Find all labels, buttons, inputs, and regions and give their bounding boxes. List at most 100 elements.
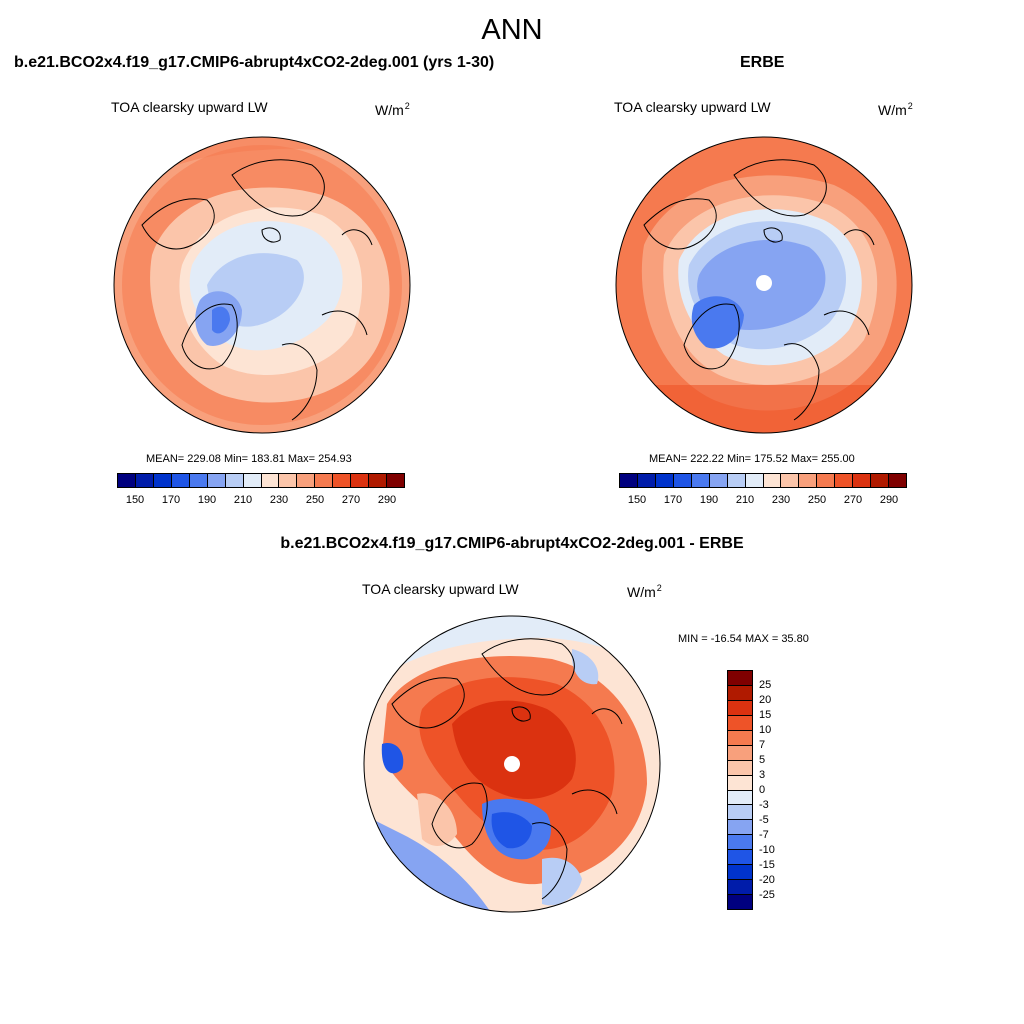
colorbar-tick-label: 150 bbox=[125, 494, 145, 506]
colorbar-tick-label: 210 bbox=[735, 494, 755, 506]
panel3-stats: MIN = -16.54 MAX = 35.80 bbox=[678, 633, 809, 645]
colorbar-tick-label: 190 bbox=[197, 494, 217, 506]
colorbar-tick-label: -25 bbox=[759, 889, 775, 901]
panel2-title: ERBE bbox=[740, 54, 785, 71]
colorbar-tick-label: -10 bbox=[759, 844, 775, 856]
panel2-variable-label: TOA clearsky upward LW bbox=[614, 99, 771, 115]
panel3-colorbar-labels: 25 20 15 10 7 5 3 0 -3 -5 -7 -10 -15 -20 -25 bbox=[759, 670, 799, 910]
colorbar-tick-label: 230 bbox=[269, 494, 289, 506]
colorbar-swatch bbox=[351, 474, 370, 487]
colorbar-swatch bbox=[728, 820, 752, 836]
colorbar-swatch bbox=[745, 474, 764, 487]
panel2-stats: MEAN= 222.22 Min= 175.52 Max= 255.00 bbox=[649, 453, 855, 465]
colorbar-swatch bbox=[279, 474, 298, 487]
colorbar-swatch bbox=[763, 474, 782, 487]
colorbar-swatch bbox=[135, 474, 154, 487]
colorbar-tick-label: 5 bbox=[759, 754, 766, 766]
colorbar-tick-label: -3 bbox=[759, 799, 769, 811]
colorbar-swatch bbox=[853, 474, 872, 487]
colorbar-swatch bbox=[728, 671, 752, 686]
figure-title: ANN bbox=[481, 14, 543, 46]
panel3-variable-label: TOA clearsky upward LW bbox=[362, 581, 519, 597]
panel3-polar-map bbox=[363, 615, 661, 913]
colorbar-tick-label: 190 bbox=[699, 494, 719, 506]
colorbar-tick-label: -7 bbox=[759, 829, 769, 841]
colorbar-swatch bbox=[387, 474, 404, 487]
panel2-colorbar-labels: 150 170 190 210 230 250 270 290 bbox=[619, 494, 907, 508]
colorbar-swatch bbox=[728, 865, 752, 881]
panel1-polar-map bbox=[113, 136, 411, 434]
colorbar-tick-label: 250 bbox=[305, 494, 325, 506]
colorbar-tick-label: -20 bbox=[759, 874, 775, 886]
colorbar-swatch bbox=[333, 474, 352, 487]
colorbar-swatch bbox=[728, 805, 752, 821]
panel3-colorbar bbox=[727, 670, 753, 910]
colorbar-swatch bbox=[728, 880, 752, 896]
colorbar-swatch bbox=[727, 474, 746, 487]
colorbar-swatch bbox=[728, 715, 752, 731]
colorbar-swatch bbox=[225, 474, 244, 487]
panel1-units: W/m2 bbox=[375, 101, 410, 118]
panel1-title: b.e21.BCO2x4.f19_g17.CMIP6-abrupt4xCO2-2… bbox=[14, 54, 495, 71]
colorbar-swatch bbox=[728, 760, 752, 776]
panel2-units: W/m2 bbox=[878, 101, 913, 118]
colorbar-tick-label: 290 bbox=[879, 494, 899, 506]
colorbar-tick-label: -15 bbox=[759, 859, 775, 871]
colorbar-tick-label: 170 bbox=[663, 494, 683, 506]
colorbar-swatch bbox=[673, 474, 692, 487]
panel1-colorbar bbox=[117, 473, 405, 488]
colorbar-tick-label: 170 bbox=[161, 494, 181, 506]
colorbar-tick-label: 270 bbox=[341, 494, 361, 506]
colorbar-swatch bbox=[691, 474, 710, 487]
colorbar-swatch bbox=[871, 474, 890, 487]
colorbar-tick-label: 25 bbox=[759, 679, 772, 691]
colorbar-swatch bbox=[369, 474, 388, 487]
panel3-title: b.e21.BCO2x4.f19_g17.CMIP6-abrupt4xCO2-2… bbox=[280, 535, 744, 552]
panel1-variable-label: TOA clearsky upward LW bbox=[111, 99, 268, 115]
colorbar-swatch bbox=[243, 474, 262, 487]
colorbar-swatch bbox=[835, 474, 854, 487]
colorbar-swatch bbox=[315, 474, 334, 487]
colorbar-tick-label: 7 bbox=[759, 739, 766, 751]
colorbar-swatch bbox=[728, 850, 752, 866]
colorbar-swatch bbox=[709, 474, 728, 487]
colorbar-swatch bbox=[728, 685, 752, 701]
colorbar-swatch bbox=[118, 474, 136, 487]
colorbar-swatch bbox=[297, 474, 316, 487]
colorbar-swatch bbox=[817, 474, 836, 487]
colorbar-swatch bbox=[781, 474, 800, 487]
colorbar-swatch bbox=[637, 474, 656, 487]
colorbar-tick-label: -5 bbox=[759, 814, 769, 826]
colorbar-tick-label: 15 bbox=[759, 709, 772, 721]
colorbar-tick-label: 250 bbox=[807, 494, 827, 506]
panel2-colorbar bbox=[619, 473, 907, 488]
panel2-polar-map bbox=[615, 136, 913, 434]
colorbar-swatch bbox=[889, 474, 906, 487]
colorbar-swatch bbox=[261, 474, 280, 487]
colorbar-swatch bbox=[655, 474, 674, 487]
colorbar-swatch bbox=[728, 745, 752, 761]
colorbar-tick-label: 10 bbox=[759, 724, 772, 736]
panel1-stats: MEAN= 229.08 Min= 183.81 Max= 254.93 bbox=[146, 453, 352, 465]
colorbar-tick-label: 210 bbox=[233, 494, 253, 506]
colorbar-swatch bbox=[207, 474, 226, 487]
colorbar-tick-label: 0 bbox=[759, 784, 766, 796]
colorbar-swatch bbox=[189, 474, 208, 487]
colorbar-tick-label: 290 bbox=[377, 494, 397, 506]
colorbar-tick-label: 270 bbox=[843, 494, 863, 506]
colorbar-swatch bbox=[728, 700, 752, 716]
panel3-units: W/m2 bbox=[627, 583, 662, 600]
colorbar-tick-label: 150 bbox=[627, 494, 647, 506]
colorbar-swatch bbox=[728, 790, 752, 806]
colorbar-swatch bbox=[728, 775, 752, 791]
colorbar-tick-label: 20 bbox=[759, 694, 772, 706]
colorbar-swatch bbox=[620, 474, 638, 487]
colorbar-swatch bbox=[799, 474, 818, 487]
colorbar-swatch bbox=[153, 474, 172, 487]
colorbar-swatch bbox=[728, 730, 752, 746]
colorbar-swatch bbox=[171, 474, 190, 487]
colorbar-swatch bbox=[728, 835, 752, 851]
colorbar-tick-label: 230 bbox=[771, 494, 791, 506]
colorbar-tick-label: 3 bbox=[759, 769, 766, 781]
colorbar-swatch bbox=[728, 895, 752, 909]
